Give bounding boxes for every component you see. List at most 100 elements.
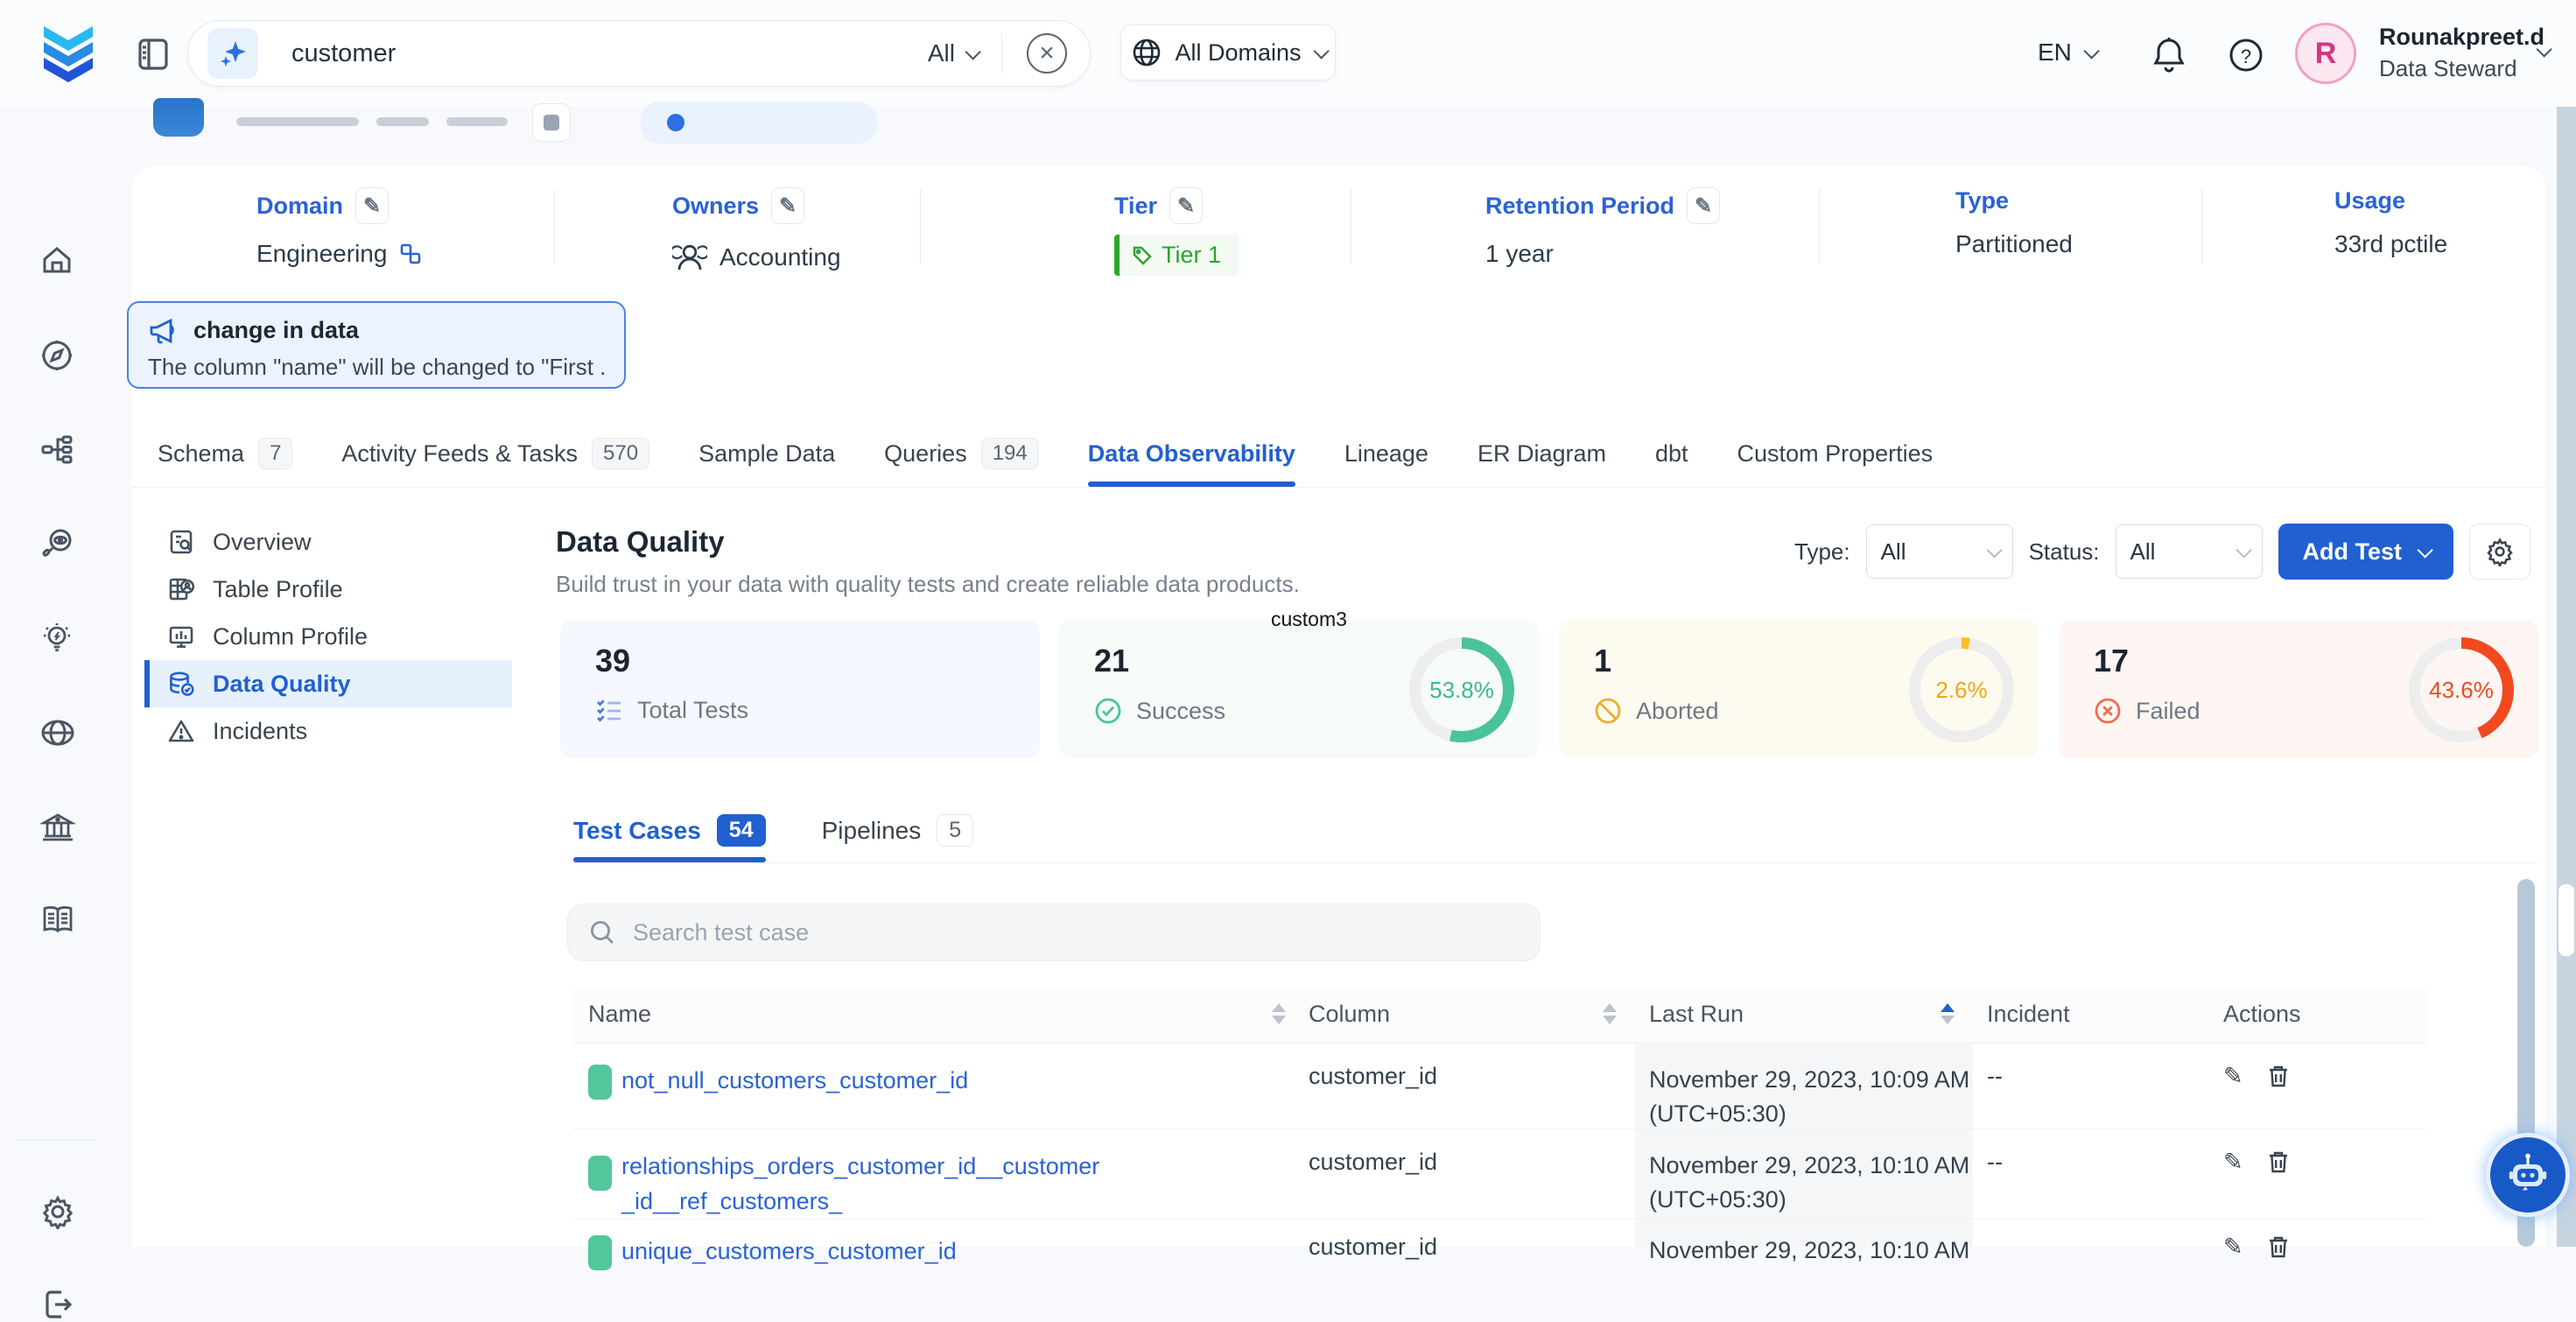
subnav-incidents[interactable]: Incidents xyxy=(144,707,512,755)
page-scrollbar-track[interactable] xyxy=(2557,107,2576,1247)
insights-bulb-icon[interactable] xyxy=(40,622,74,655)
edit-test-icon[interactable]: ✎ xyxy=(2223,1234,2243,1260)
global-search[interactable]: customer All × xyxy=(187,20,1091,87)
sort-name-icon[interactable] xyxy=(1272,1003,1286,1024)
tab-pipelines[interactable]: Pipelines 5 xyxy=(822,798,974,862)
breadcrumb xyxy=(446,117,508,126)
col-actions: Actions xyxy=(2223,1001,2301,1027)
col-column[interactable]: Column xyxy=(1309,1001,1391,1027)
aborted-donut: 2.6% xyxy=(1909,637,2014,742)
edit-domain-icon[interactable]: ✎ xyxy=(355,187,390,224)
entity-tabs: Schema 7 Activity Feeds & Tasks 570 Sample… xyxy=(131,420,2545,488)
notifications-bell-icon[interactable] xyxy=(2150,35,2188,75)
filter-controls: Type: All Status: All Add Test xyxy=(1794,524,2531,580)
tab-activity-feeds[interactable]: Activity Feeds & Tasks 570 xyxy=(341,420,650,487)
edit-test-icon[interactable]: ✎ xyxy=(2223,1063,2243,1089)
app-logo-icon[interactable] xyxy=(37,19,100,88)
status-success-pill xyxy=(588,1156,612,1191)
breadcrumb xyxy=(236,117,359,126)
card-failed[interactable]: 17 Failed 43.6% xyxy=(2059,620,2538,758)
test-case-search[interactable] xyxy=(567,904,1541,961)
language-selector[interactable]: EN xyxy=(2038,39,2100,67)
delete-test-icon[interactable] xyxy=(2266,1063,2291,1089)
col-name[interactable]: Name xyxy=(588,1001,652,1027)
success-donut: 53.8% xyxy=(1409,637,1514,742)
explore-compass-icon[interactable] xyxy=(40,339,74,372)
settings-gear-button[interactable] xyxy=(2469,524,2531,580)
page-scrollbar-thumb[interactable] xyxy=(2558,884,2574,956)
announcement-card[interactable]: change in data The column "name" will be… xyxy=(127,301,626,389)
card-success[interactable]: 21 Success 53.8% xyxy=(1059,620,1539,758)
lineage-flow-icon[interactable] xyxy=(40,432,74,466)
tier-badge[interactable]: Tier 1 xyxy=(1114,235,1239,276)
subnav-table-profile[interactable]: Table Profile xyxy=(144,566,512,613)
owner-dot-icon xyxy=(667,114,684,131)
tab-custom-properties[interactable]: Custom Properties xyxy=(1737,439,1934,467)
logout-icon[interactable] xyxy=(40,1287,75,1322)
type-filter-label: Type: xyxy=(1794,538,1850,565)
tag-icon xyxy=(1133,246,1152,265)
search-test-case-input[interactable] xyxy=(633,918,1421,946)
tab-data-observability[interactable]: Data Observability xyxy=(1087,420,1295,487)
home-icon[interactable] xyxy=(40,244,74,276)
edit-owners-icon[interactable]: ✎ xyxy=(771,187,805,224)
tab-schema[interactable]: Schema 7 xyxy=(158,420,293,487)
success-check-icon xyxy=(1095,698,1121,724)
entity-summary-bar: Domain ✎ Engineering Owners ✎ Accounting… xyxy=(131,166,2545,289)
chevron-down-icon xyxy=(2083,42,2100,60)
tab-sample-data[interactable]: Sample Data xyxy=(698,439,836,467)
search-input[interactable]: customer xyxy=(291,39,397,67)
col-last-run[interactable]: Last Run xyxy=(1649,1001,1744,1027)
subnav-data-quality[interactable]: Data Quality xyxy=(144,660,512,707)
card-total-tests[interactable]: 39 Total Tests xyxy=(560,620,1040,758)
section-subtitle: Build trust in your data with quality te… xyxy=(556,571,1300,597)
sort-last-run-icon[interactable] xyxy=(1941,1003,1955,1024)
settings-gear-icon[interactable] xyxy=(40,1194,75,1229)
overview-icon xyxy=(170,530,193,554)
tab-dbt[interactable]: dbt xyxy=(1655,439,1688,467)
failed-donut: 43.6% xyxy=(2409,637,2514,742)
ai-sparkle-icon[interactable] xyxy=(207,28,258,79)
field-tier: Tier ✎ Tier 1 xyxy=(1114,187,1239,276)
test-case-link[interactable]: relationships_orders_customer_id__custom… xyxy=(621,1153,1100,1214)
test-case-link[interactable]: unique_customers_customer_id xyxy=(621,1238,957,1264)
version-badge[interactable] xyxy=(532,103,571,142)
tab-test-cases[interactable]: Test Cases 54 xyxy=(573,798,766,862)
tab-queries[interactable]: Queries 194 xyxy=(884,420,1039,487)
sidebar-toggle-icon[interactable] xyxy=(137,37,170,72)
type-filter-select[interactable]: All xyxy=(1865,524,2013,579)
clear-search-icon[interactable]: × xyxy=(1027,33,1067,74)
top-navbar: customer All × All Domains EN xyxy=(0,0,2576,107)
tab-lineage[interactable]: Lineage xyxy=(1344,439,1428,467)
domains-globe-icon[interactable] xyxy=(40,716,75,749)
status-filter-select[interactable]: All xyxy=(2115,524,2263,579)
chatbot-button[interactable] xyxy=(2486,1133,2570,1217)
all-domains-selector[interactable]: All Domains xyxy=(1120,25,1336,81)
user-avatar[interactable]: R xyxy=(2295,23,2356,84)
delete-test-icon[interactable] xyxy=(2266,1149,2291,1175)
search-scope-dropdown[interactable]: All xyxy=(928,39,981,67)
card-aborted[interactable]: 1 Aborted 2.6% xyxy=(1559,620,2039,758)
glossary-book-icon[interactable] xyxy=(40,904,75,935)
observability-search-eye-icon[interactable] xyxy=(40,527,74,560)
chevron-down-icon xyxy=(1312,42,1330,60)
test-cases-table: Name Column Last Run Incident Actions no… xyxy=(573,988,2426,1270)
section-title: Data Quality xyxy=(556,525,725,558)
sort-column-icon[interactable] xyxy=(1603,1003,1617,1024)
user-menu[interactable]: Rounakpreet.d Data Steward xyxy=(2379,21,2544,84)
delete-test-icon[interactable] xyxy=(2266,1234,2291,1260)
add-test-button[interactable]: Add Test xyxy=(2278,524,2454,580)
domain-link-icon[interactable] xyxy=(399,243,422,265)
col-incident: Incident xyxy=(1987,1001,2070,1027)
tab-er-diagram[interactable]: ER Diagram xyxy=(1477,439,1606,467)
incident-value: -- xyxy=(1987,1063,2003,1089)
edit-retention-icon[interactable]: ✎ xyxy=(1687,187,1721,224)
test-case-link[interactable]: not_null_customers_customer_id xyxy=(621,1067,969,1093)
help-icon[interactable]: ? xyxy=(2227,35,2265,75)
column-profile-icon xyxy=(169,626,193,648)
edit-tier-icon[interactable]: ✎ xyxy=(1169,187,1204,224)
subnav-column-profile[interactable]: Column Profile xyxy=(144,613,512,660)
subnav-overview[interactable]: Overview xyxy=(144,518,512,566)
govern-bank-icon[interactable] xyxy=(40,811,75,844)
edit-test-icon[interactable]: ✎ xyxy=(2223,1149,2243,1175)
